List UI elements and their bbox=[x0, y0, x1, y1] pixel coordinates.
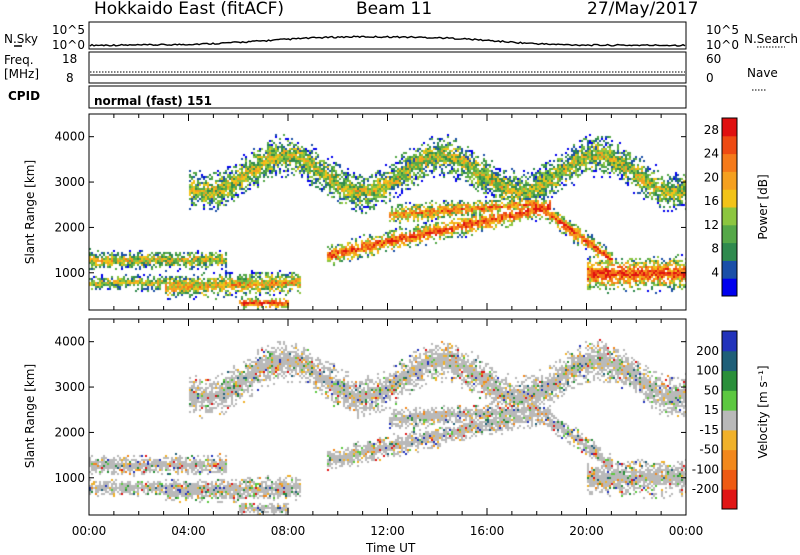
colorbar-tick-0-4: 20 bbox=[704, 170, 719, 184]
colorbar-1-seg-8 bbox=[722, 331, 737, 352]
chart-title: Hokkaido East (fitACF) bbox=[94, 0, 285, 19]
nave-label: Nave bbox=[747, 66, 778, 80]
colorbar-tick-1-0: 200 bbox=[696, 344, 719, 358]
n-search-label: N.Search bbox=[744, 32, 799, 46]
freq-label: Freq. bbox=[4, 53, 34, 67]
colorbar-tick-1-3: 15 bbox=[704, 403, 719, 417]
colorbar-1-seg-7 bbox=[722, 350, 737, 372]
n-sky-label: N.Sky bbox=[4, 32, 39, 46]
ytick-label-1-3: 4000 bbox=[54, 335, 85, 349]
xtick-label-3: 12:00 bbox=[370, 524, 405, 538]
freq-panel-frame bbox=[88, 51, 687, 84]
power-colorbar-label: Power [dB] bbox=[756, 174, 770, 240]
colorbar-1-seg-2 bbox=[722, 449, 737, 470]
noise-sky-line bbox=[89, 35, 686, 47]
colorbar-tick-0-1: 8 bbox=[711, 242, 719, 256]
colorbar-tick-1-4: -15 bbox=[699, 423, 719, 437]
colorbar-tick-0-2: 12 bbox=[704, 218, 719, 232]
colorbar-1-seg-6 bbox=[722, 370, 737, 391]
xtick-label-2: 08:00 bbox=[271, 524, 306, 538]
noise-panel-frame bbox=[88, 21, 687, 50]
ytick-label-0-3: 4000 bbox=[54, 130, 85, 144]
ytick-label-0-1: 2000 bbox=[54, 220, 85, 234]
panel-frame-0 bbox=[88, 113, 687, 311]
colorbar-0-seg-2 bbox=[722, 242, 737, 261]
xtick-label-6: 00:00 bbox=[669, 524, 704, 538]
panel-frame-1 bbox=[88, 318, 687, 516]
colorbar-tick-1-5: -50 bbox=[699, 443, 719, 457]
colorbar-tick-0-3: 16 bbox=[704, 194, 719, 208]
xtick-label-4: 16:00 bbox=[470, 524, 505, 538]
colorbar-0-seg-0 bbox=[722, 278, 737, 297]
velocity-colorbar-label: Velocity [m s⁻¹] bbox=[756, 365, 770, 459]
colorbar-1-seg-1 bbox=[722, 469, 737, 490]
beam-label: Beam 11 bbox=[356, 0, 433, 19]
power-heatmap bbox=[89, 114, 686, 310]
noise-tick-right-top: 10^5 bbox=[706, 23, 739, 37]
cpid-panel-frame bbox=[88, 85, 687, 109]
colorbar-tick-0-5: 24 bbox=[704, 147, 719, 161]
freq-tick-bottom: 8 bbox=[66, 71, 74, 85]
colorbar-frame-1 bbox=[721, 330, 738, 510]
noise-tick-left-bottom: 10^0 bbox=[52, 38, 85, 52]
colorbar-tick-1-7: -200 bbox=[692, 482, 719, 496]
colorbar-1-seg-5 bbox=[722, 390, 737, 411]
colorbar-1-seg-0 bbox=[722, 489, 737, 510]
freq-unit-label: [MHz] bbox=[4, 67, 40, 81]
cpid-label: CPID bbox=[8, 89, 41, 103]
colorbar-0-seg-3 bbox=[722, 224, 737, 244]
colorbar-tick-1-1: 100 bbox=[696, 364, 719, 378]
colorbar-frame-0 bbox=[721, 117, 738, 297]
colorbar-tick-0-0: 4 bbox=[711, 265, 719, 279]
colorbar-0-seg-7 bbox=[722, 153, 737, 172]
date-label: 27/May/2017 bbox=[587, 0, 699, 19]
ytick-label-0-0: 1000 bbox=[54, 266, 85, 280]
colorbar-0-seg-5 bbox=[722, 189, 737, 208]
ytick-label-0-2: 3000 bbox=[54, 175, 85, 189]
nave-tick-bottom: 0 bbox=[706, 71, 714, 85]
ytick-label-1-2: 3000 bbox=[54, 380, 85, 394]
colorbar-0-seg-6 bbox=[722, 171, 737, 190]
colorbar-tick-1-2: 50 bbox=[704, 383, 719, 397]
x-axis-label: Time UT bbox=[366, 541, 416, 555]
noise-tick-right-bottom: 10^0 bbox=[706, 38, 739, 52]
velocity-ylabel: Slant Range [km] bbox=[23, 363, 37, 469]
xtick-label-5: 20:00 bbox=[569, 524, 604, 538]
colorbar-0-seg-4 bbox=[722, 207, 737, 226]
freq-tick-top: 18 bbox=[62, 52, 78, 66]
colorbar-tick-0-6: 28 bbox=[704, 123, 719, 137]
cpid-value: normal (fast) 151 bbox=[94, 94, 212, 108]
ytick-label-1-0: 1000 bbox=[54, 471, 85, 485]
colorbar-tick-1-6: -100 bbox=[692, 462, 719, 476]
nave-tick-top: 60 bbox=[706, 52, 722, 66]
colorbar-0-seg-8 bbox=[722, 135, 737, 155]
noise-tick-left-top: 10^5 bbox=[52, 23, 85, 37]
colorbar-1-seg-3 bbox=[722, 429, 737, 451]
velocity-heatmap bbox=[89, 319, 686, 515]
ytick-label-1-1: 2000 bbox=[54, 425, 85, 439]
colorbar-1-seg-4 bbox=[722, 410, 737, 431]
xtick-label-1: 04:00 bbox=[171, 524, 206, 538]
xtick-label-0: 00:00 bbox=[72, 524, 107, 538]
power-ylabel: Slant Range [km] bbox=[23, 159, 37, 265]
colorbar-0-seg-1 bbox=[722, 260, 737, 279]
colorbar-0-seg-9 bbox=[722, 118, 737, 137]
